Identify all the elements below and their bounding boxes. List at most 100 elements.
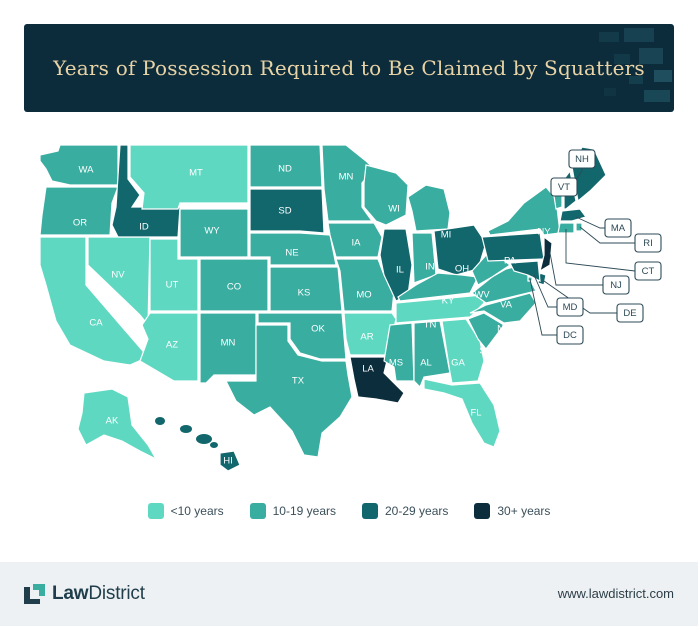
state-ne[interactable] bbox=[249, 232, 337, 266]
callout-md[interactable]: MD bbox=[556, 297, 584, 317]
callout-dc[interactable]: DC bbox=[556, 325, 584, 345]
callout-line-nj bbox=[549, 252, 603, 286]
state-ia[interactable] bbox=[327, 222, 383, 258]
state-mn[interactable] bbox=[321, 144, 375, 222]
legend-item-lt10: <10 years bbox=[147, 503, 224, 519]
state-label-ok: OK bbox=[311, 324, 325, 335]
brand-logo[interactable]: LawDistrict bbox=[24, 583, 145, 605]
state-label-mi: MI bbox=[441, 230, 452, 241]
state-label-pa: PA bbox=[504, 256, 517, 267]
callout-box-nj bbox=[602, 275, 630, 295]
callout-box-nh bbox=[568, 149, 596, 169]
state-label-wi: WI bbox=[388, 204, 400, 215]
state-label-ga: GA bbox=[451, 358, 465, 369]
state-ut[interactable] bbox=[149, 238, 199, 312]
state-label-tx: TX bbox=[292, 376, 305, 387]
callout-label-dc: DC bbox=[563, 330, 577, 341]
legend: <10 years 10-19 years 20-29 years 30+ ye… bbox=[0, 503, 698, 519]
legend-swatch-30plus bbox=[474, 503, 491, 519]
callout-box-de bbox=[616, 303, 644, 323]
state-label-ar: AR bbox=[360, 332, 373, 343]
state-label-ne: NE bbox=[285, 248, 298, 259]
state-label-wv: WV bbox=[474, 290, 490, 301]
callout-nh[interactable]: NH bbox=[568, 149, 596, 169]
callout-line-ma bbox=[575, 216, 605, 229]
callout-label-vt: VT bbox=[558, 182, 570, 193]
callout-box-ct bbox=[634, 261, 662, 281]
legend-label-lt10: <10 years bbox=[170, 504, 224, 518]
callout-line-de bbox=[543, 280, 617, 314]
callout-de[interactable]: DE bbox=[616, 303, 644, 323]
callout-ma[interactable]: MA bbox=[604, 218, 632, 238]
legend-label-20-29: 20-29 years bbox=[385, 504, 449, 518]
callout-line-ri bbox=[579, 226, 635, 244]
state-hi[interactable] bbox=[219, 450, 241, 472]
state-label-or: OR bbox=[73, 218, 87, 229]
callout-label-de: DE bbox=[623, 308, 636, 319]
legend-item-10-19: 10-19 years bbox=[249, 503, 336, 519]
callout-line-md bbox=[533, 274, 557, 308]
website-url[interactable]: www.lawdistrict.com bbox=[557, 586, 674, 601]
state-wi[interactable] bbox=[363, 164, 409, 226]
state-wy[interactable] bbox=[179, 208, 249, 258]
brand-name-thin: District bbox=[88, 583, 145, 604]
callout-vt[interactable]: VT bbox=[550, 177, 578, 197]
callout-nj[interactable]: NJ bbox=[602, 275, 630, 295]
state-mi[interactable] bbox=[407, 184, 451, 232]
banner-decoration bbox=[599, 28, 672, 102]
callout-label-md: MD bbox=[563, 302, 578, 313]
state-nm[interactable] bbox=[199, 312, 257, 384]
state-label-ut: UT bbox=[166, 280, 179, 291]
state-label-al: AL bbox=[420, 358, 432, 369]
callout-ct[interactable]: CT bbox=[634, 261, 662, 281]
state-ga[interactable] bbox=[441, 318, 485, 384]
title-banner: Years of Possession Required to Be Claim… bbox=[24, 24, 674, 112]
state-ct[interactable] bbox=[557, 222, 575, 234]
state-ms[interactable] bbox=[383, 322, 415, 382]
state-sc[interactable] bbox=[467, 312, 505, 350]
legend-item-20-29: 20-29 years bbox=[362, 503, 448, 519]
state-tx[interactable] bbox=[225, 324, 353, 458]
legend-swatch-lt10 bbox=[147, 503, 164, 519]
state-label-il: IL bbox=[396, 265, 404, 276]
state-co[interactable] bbox=[199, 258, 269, 312]
state-ak[interactable] bbox=[77, 388, 158, 461]
hawaii-island-1 bbox=[155, 417, 165, 425]
callout-ri[interactable]: RI bbox=[634, 233, 662, 253]
state-md[interactable] bbox=[509, 260, 541, 283]
state-label-la: LA bbox=[362, 364, 374, 375]
state-sd[interactable] bbox=[249, 188, 325, 234]
hawaii-island-3 bbox=[196, 434, 212, 444]
state-nj[interactable] bbox=[539, 235, 553, 273]
state-label-az: AZ bbox=[166, 340, 178, 351]
state-ks[interactable] bbox=[269, 266, 343, 312]
hawaii-island-2 bbox=[180, 425, 192, 433]
state-ma[interactable] bbox=[559, 208, 588, 222]
state-al[interactable] bbox=[413, 320, 451, 389]
legend-label-10-19: 10-19 years bbox=[272, 504, 336, 518]
state-wa[interactable] bbox=[39, 144, 119, 186]
state-ok[interactable] bbox=[257, 312, 347, 360]
state-ny[interactable] bbox=[487, 186, 561, 236]
state-mo[interactable] bbox=[335, 258, 395, 312]
state-ri[interactable] bbox=[575, 222, 583, 232]
state-nc[interactable] bbox=[469, 292, 537, 324]
state-az[interactable] bbox=[139, 312, 199, 382]
callout-box-dc bbox=[556, 325, 584, 345]
hawaii-island-4 bbox=[210, 442, 218, 448]
footer: LawDistrict www.lawdistrict.com bbox=[0, 562, 698, 626]
state-ca[interactable] bbox=[39, 236, 149, 366]
state-or[interactable] bbox=[39, 186, 119, 236]
state-label-ky: KY bbox=[442, 296, 455, 307]
callout-line-dc bbox=[529, 278, 557, 336]
state-mt[interactable] bbox=[129, 144, 249, 210]
state-nd[interactable] bbox=[249, 144, 323, 188]
brand-name-bold: Law bbox=[52, 583, 89, 604]
state-id[interactable] bbox=[111, 144, 181, 238]
callout-box-md bbox=[556, 297, 584, 317]
legend-item-30plus: 30+ years bbox=[474, 503, 550, 519]
state-fl[interactable] bbox=[423, 378, 501, 448]
state-ky[interactable] bbox=[397, 272, 479, 302]
callout-label-nj: NJ bbox=[610, 280, 622, 291]
state-label-wy: WY bbox=[204, 226, 220, 237]
